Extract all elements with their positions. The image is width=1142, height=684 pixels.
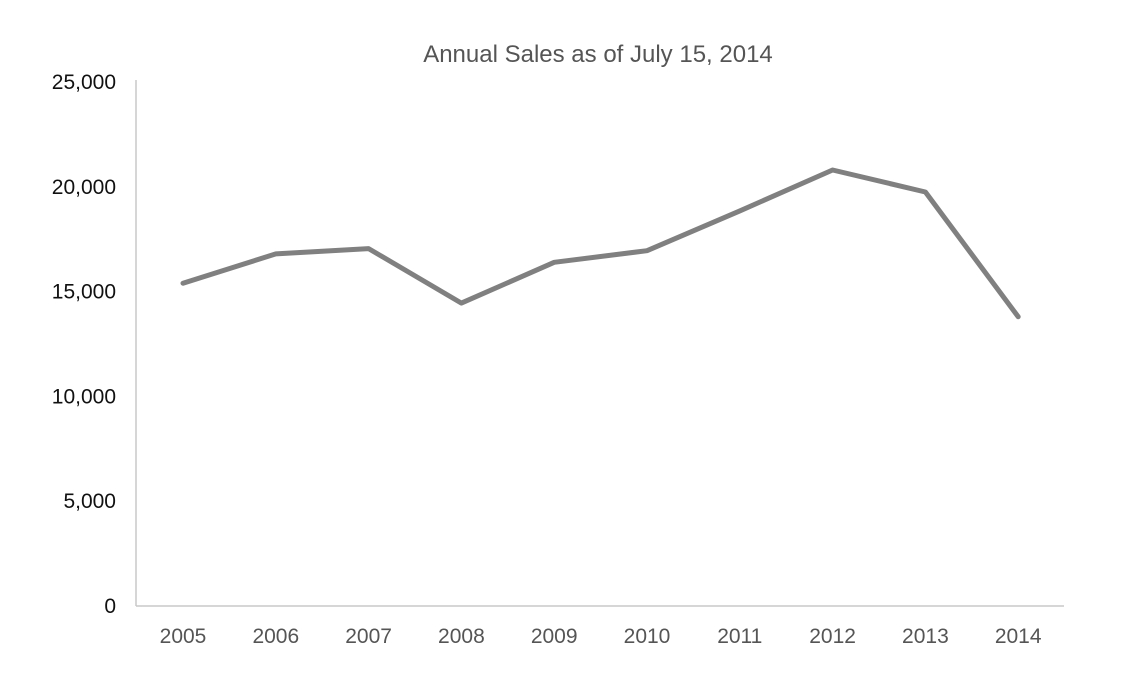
x-axis-ticks: 2005 2006 2007 2008 2009 2010 2011 2012 2013 2014 <box>160 625 1042 648</box>
x-tick-label: 2009 <box>531 625 578 648</box>
x-tick-label: 2005 <box>160 625 207 648</box>
y-tick-label: 10,000 <box>52 385 116 408</box>
series-line <box>180 167 1021 320</box>
y-tick-label: 15,000 <box>52 281 116 304</box>
x-tick-label: 2007 <box>345 625 392 648</box>
x-tick-label: 2012 <box>809 625 856 648</box>
x-tick-label: 2008 <box>438 625 485 648</box>
y-axis-ticks: 0 5,000 10,000 15,000 20,000 25,000 <box>52 71 116 618</box>
x-tick-label: 2013 <box>902 625 949 648</box>
y-tick-label: 5,000 <box>63 490 116 513</box>
x-tick-label: 2011 <box>717 625 762 648</box>
x-tick-label: 2014 <box>995 625 1042 648</box>
y-tick-label: 25,000 <box>52 71 116 94</box>
x-tick-label: 2010 <box>624 625 671 648</box>
x-tick-label: 2006 <box>252 625 299 648</box>
chart-title: Annual Sales as of July 15, 2014 <box>423 41 773 68</box>
y-tick-label: 20,000 <box>52 176 116 199</box>
y-tick-label: 0 <box>104 595 116 618</box>
